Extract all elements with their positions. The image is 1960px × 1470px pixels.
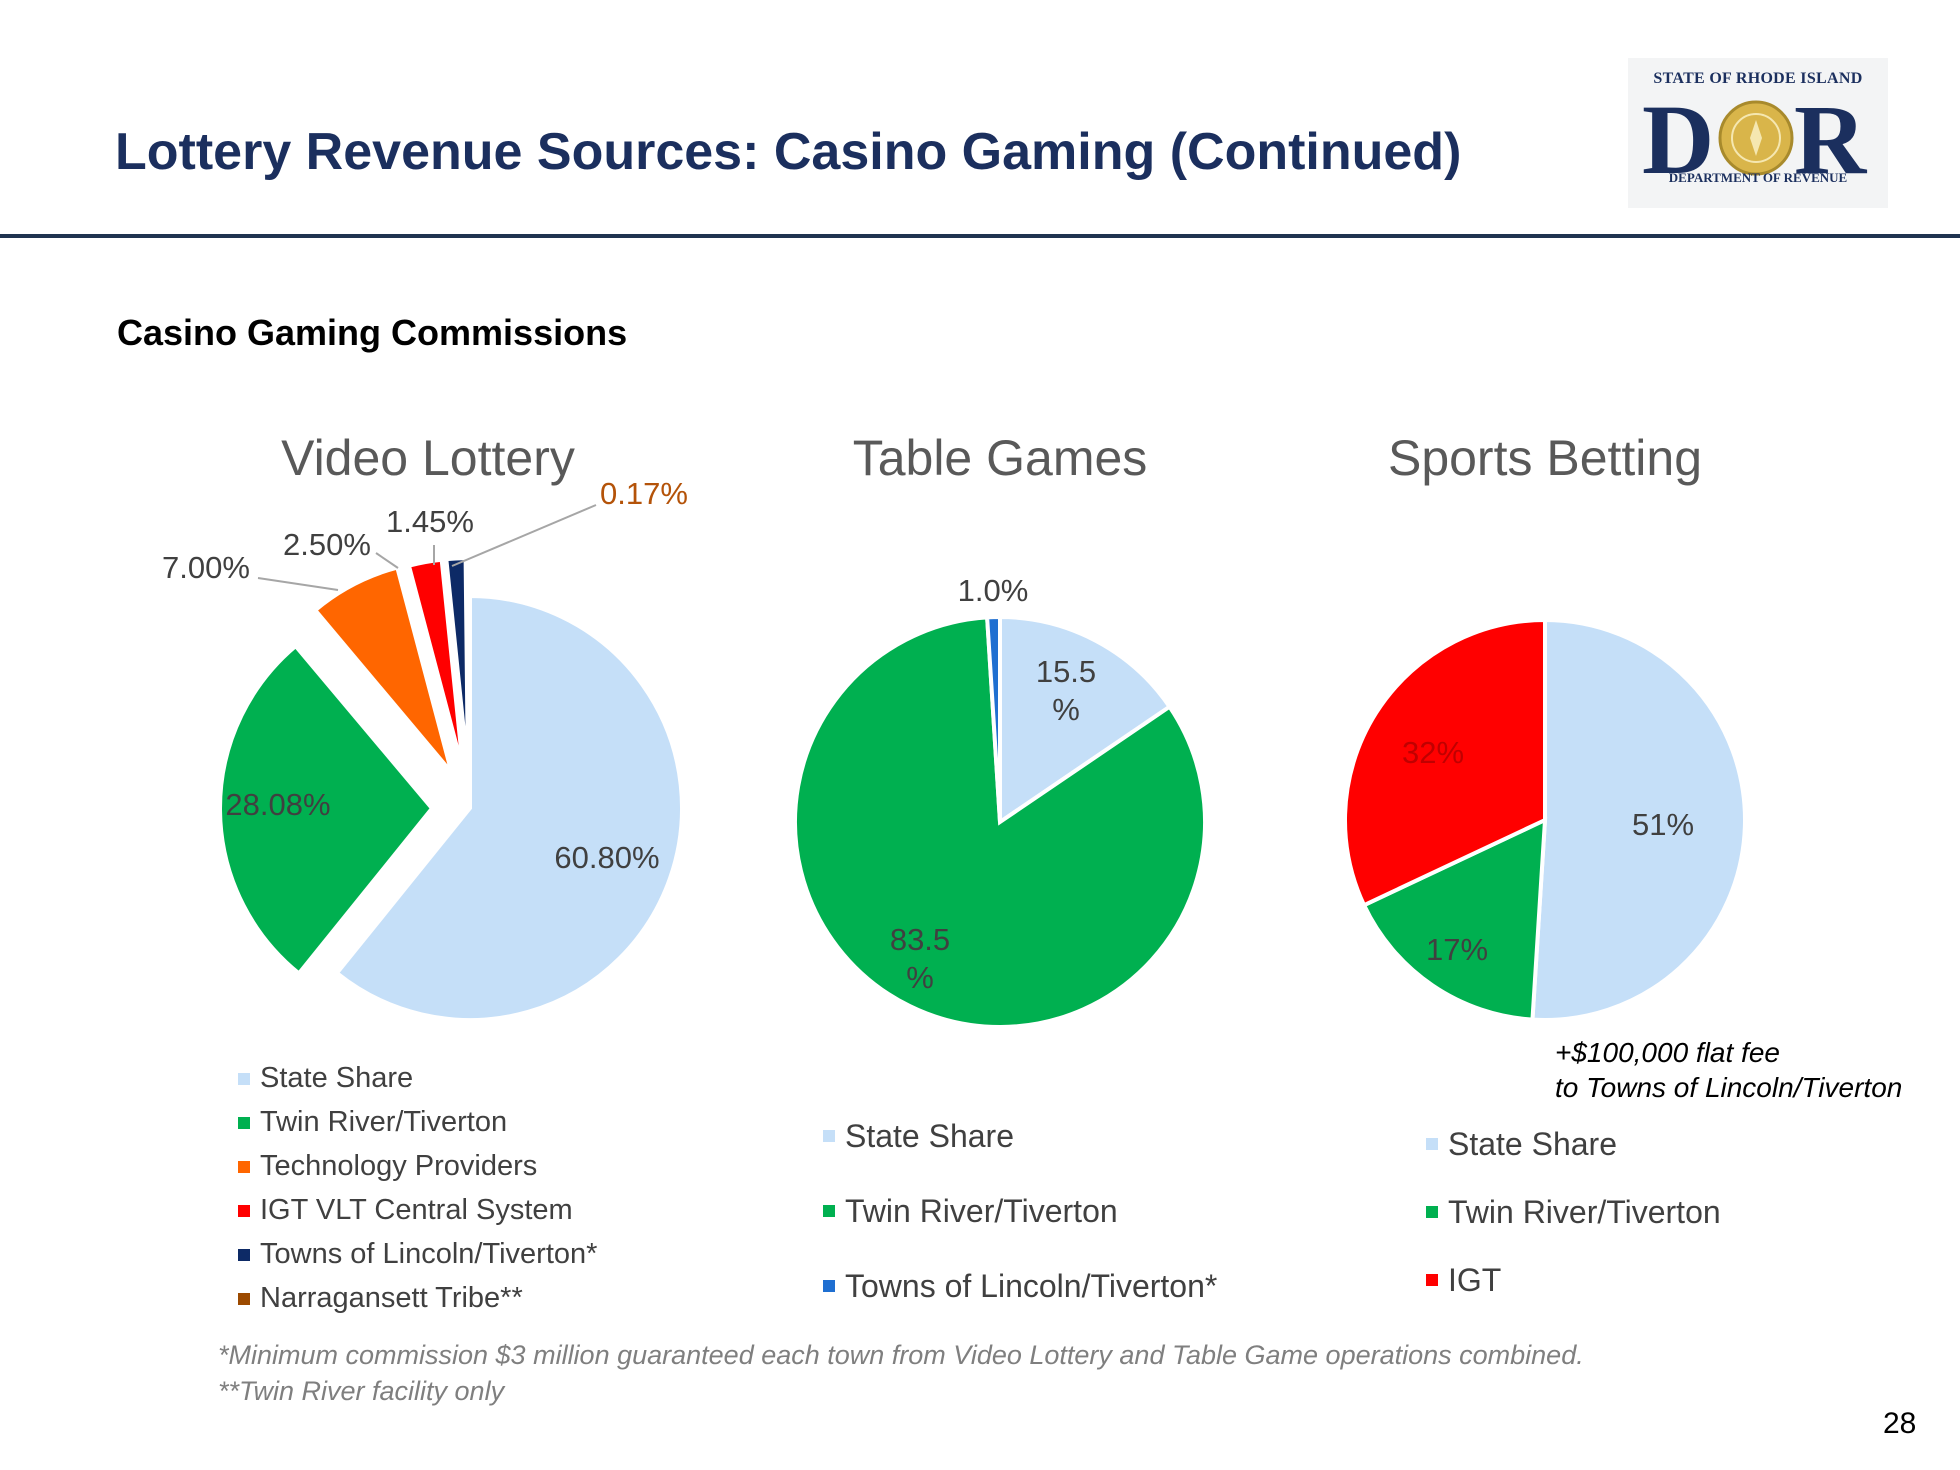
- section-subtitle: Casino Gaming Commissions: [117, 312, 628, 353]
- legend-swatch: [1426, 1274, 1438, 1286]
- legend-label: Narragansett Tribe**: [260, 1282, 523, 1314]
- legend-label: Twin River/Tiverton: [1448, 1194, 1721, 1230]
- video-lottery-data-label: 0.17%: [600, 476, 688, 511]
- legend-swatch: [238, 1161, 250, 1173]
- table-games-data-label: 83.5: [890, 922, 950, 957]
- flat-fee-note-line1: +$100,000 flat fee: [1555, 1037, 1780, 1068]
- video-lottery-slice-state-share: [334, 593, 684, 1022]
- video-lottery-slice-igt-vlt-central-system: [406, 557, 466, 772]
- legend-label: IGT VLT Central System: [260, 1194, 573, 1226]
- video-lottery-slice-twin-river-tiverton: [218, 643, 435, 977]
- video-lottery-leader-line: [451, 504, 597, 567]
- legend-swatch: [238, 1073, 250, 1085]
- legend-swatch: [823, 1130, 835, 1142]
- logo-top-text: STATE OF RHODE ISLAND: [1653, 70, 1863, 87]
- legend-label: Towns of Lincoln/Tiverton*: [845, 1268, 1218, 1304]
- state-seal-icon: [1718, 100, 1794, 176]
- table-games-slice-twin-river-tiverton: [793, 615, 1207, 1029]
- legend-label: State Share: [1448, 1126, 1617, 1162]
- sports-betting-slice-state-share: [1530, 617, 1747, 1022]
- header-divider: [0, 234, 1960, 238]
- video-lottery-data-label: 28.08%: [225, 787, 330, 822]
- video-lottery-data-label: 60.80%: [554, 840, 659, 875]
- sports-betting-slice-twin-river-tiverton: [1361, 816, 1548, 1022]
- video-lottery-data-label: 2.50%: [283, 527, 371, 562]
- legend-label: Technology Providers: [260, 1150, 538, 1182]
- sports-betting-pie: Sports Betting 51% 17% 32%: [1343, 430, 1747, 1022]
- video-lottery-leader-line: [257, 577, 339, 591]
- video-lottery-data-label: 7.00%: [162, 550, 250, 585]
- page-title: Lottery Revenue Sources: Casino Gaming (…: [115, 123, 1462, 181]
- legend-label: Towns of Lincoln/Tiverton*: [260, 1238, 598, 1270]
- video-lottery-data-label: 1.45%: [386, 504, 474, 539]
- legend-label: State Share: [260, 1062, 414, 1094]
- legend-swatch: [1426, 1206, 1438, 1218]
- table-games-slice-towns-of-lincoln-tiverton: [985, 614, 1002, 823]
- legend-swatch: [238, 1249, 250, 1261]
- logo-letter-r: R: [1794, 84, 1867, 195]
- table-games-slice-state-share: [998, 614, 1173, 826]
- logo-bottom-text: DEPARTMENT OF REVENUE: [1668, 170, 1848, 185]
- legend-swatch: [823, 1280, 835, 1292]
- sports-betting-title: Sports Betting: [1388, 430, 1702, 486]
- sports-betting-data-label: 17%: [1426, 932, 1488, 967]
- sports-betting-data-label: 32%: [1402, 735, 1464, 770]
- table-games-data-label: %: [906, 960, 934, 995]
- video-lottery-leader-line: [375, 552, 399, 569]
- page-number: 28: [1883, 1407, 1917, 1440]
- table-games-data-label: 1.0%: [958, 573, 1029, 608]
- table-games-data-label: %: [1052, 692, 1080, 727]
- legend-swatch: [823, 1205, 835, 1217]
- legend-label: Twin River/Tiverton: [260, 1106, 508, 1138]
- legend-label: State Share: [845, 1118, 1014, 1154]
- legend-swatch: [1426, 1138, 1438, 1150]
- flat-fee-note: +$100,000 flat fee to Towns of Lincoln/T…: [1555, 1035, 1902, 1105]
- logo-letter-d: D: [1642, 84, 1715, 195]
- legend-label: Twin River/Tiverton: [845, 1193, 1118, 1229]
- footnote-minimum-commission: *Minimum commission $3 million guarantee…: [218, 1340, 1584, 1370]
- legend-label: IGT: [1448, 1262, 1502, 1298]
- footnote-twin-river: **Twin River facility only: [218, 1376, 505, 1406]
- legend-swatch: [238, 1117, 250, 1129]
- video-lottery-title: Video Lottery: [281, 430, 575, 486]
- table-games-title: Table Games: [853, 430, 1148, 486]
- legend-swatch: [238, 1293, 250, 1305]
- table-games-data-label: 15.5: [1036, 654, 1096, 689]
- sports-betting-slice-igt: [1343, 617, 1547, 908]
- department-of-revenue-logo: STATE OF RHODE ISLAND D R DEPARTMENT OF …: [1628, 58, 1888, 208]
- flat-fee-note-line2: to Towns of Lincoln/Tiverton: [1555, 1072, 1903, 1103]
- sports-betting-data-label: 51%: [1632, 807, 1694, 842]
- video-lottery-pie: Video Lottery 60.80% 28.08% 7.00% 2.50% 1.45%…: [162, 430, 688, 1022]
- legend-swatch: [238, 1205, 250, 1217]
- video-lottery-slice-narragansett-tribe: [465, 556, 472, 771]
